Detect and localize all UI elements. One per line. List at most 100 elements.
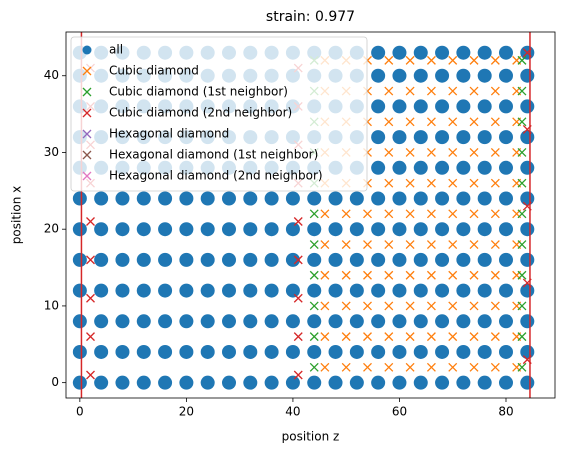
point — [392, 68, 407, 83]
legend-marker — [82, 87, 92, 97]
point — [94, 314, 109, 329]
point — [405, 178, 415, 188]
point — [243, 283, 258, 298]
point — [498, 99, 513, 114]
point — [371, 99, 386, 114]
point — [426, 148, 436, 157]
point — [469, 148, 479, 157]
point — [456, 45, 471, 60]
point — [469, 86, 479, 96]
point — [413, 191, 428, 206]
point — [456, 99, 471, 114]
point — [490, 209, 500, 219]
point — [456, 222, 471, 237]
point — [136, 191, 151, 206]
point — [136, 344, 151, 359]
point — [498, 130, 513, 145]
point — [477, 99, 492, 114]
point — [285, 191, 300, 206]
point — [456, 252, 471, 267]
point — [448, 117, 458, 127]
point — [392, 160, 407, 175]
point — [307, 252, 322, 267]
point — [469, 270, 479, 280]
point — [520, 375, 535, 390]
point — [371, 222, 386, 237]
y-tick-label: 10 — [44, 298, 59, 312]
point — [320, 270, 330, 280]
point — [371, 45, 386, 60]
point — [435, 344, 450, 359]
point — [136, 283, 151, 298]
point — [392, 375, 407, 390]
point — [341, 362, 351, 372]
point — [435, 314, 450, 329]
point — [328, 191, 343, 206]
point — [158, 344, 173, 359]
point — [320, 240, 330, 250]
point — [517, 55, 527, 65]
point — [307, 375, 322, 390]
point — [115, 314, 130, 329]
point — [371, 344, 386, 359]
point — [456, 314, 471, 329]
legend-label: all — [109, 43, 123, 57]
point — [413, 68, 428, 83]
point — [72, 344, 87, 359]
point — [293, 255, 303, 265]
point — [426, 117, 436, 127]
point — [477, 130, 492, 145]
y-axis-label: position x — [10, 186, 24, 244]
point — [307, 222, 322, 237]
point — [349, 344, 364, 359]
point — [264, 222, 279, 237]
point — [413, 45, 428, 60]
point — [392, 344, 407, 359]
point — [490, 332, 500, 342]
point — [264, 252, 279, 267]
point — [200, 191, 215, 206]
point — [477, 160, 492, 175]
point — [405, 86, 415, 96]
point — [264, 283, 279, 298]
point — [349, 375, 364, 390]
point — [435, 99, 450, 114]
point — [179, 191, 194, 206]
point — [349, 222, 364, 237]
point — [179, 314, 194, 329]
point — [158, 222, 173, 237]
point — [498, 160, 513, 175]
point — [72, 222, 87, 237]
point — [456, 130, 471, 145]
point — [435, 68, 450, 83]
point — [477, 222, 492, 237]
point — [435, 45, 450, 60]
point — [72, 314, 87, 329]
point — [179, 344, 194, 359]
point — [136, 375, 151, 390]
point — [405, 270, 415, 280]
y-tick-label: 20 — [44, 222, 59, 236]
point — [341, 270, 351, 280]
point — [498, 222, 513, 237]
legend-marker — [82, 108, 92, 118]
point — [426, 301, 436, 311]
point — [179, 375, 194, 390]
point — [469, 362, 479, 372]
point — [405, 148, 415, 157]
point — [200, 283, 215, 298]
point — [426, 240, 436, 250]
point — [200, 252, 215, 267]
point — [179, 222, 194, 237]
point — [384, 209, 394, 219]
point — [94, 252, 109, 267]
point — [448, 240, 458, 250]
point — [158, 191, 173, 206]
point — [413, 375, 428, 390]
point — [517, 209, 527, 219]
x-tick-label: 0 — [76, 405, 84, 419]
point — [520, 252, 535, 267]
point — [115, 191, 130, 206]
point — [490, 117, 500, 127]
point — [448, 148, 458, 157]
